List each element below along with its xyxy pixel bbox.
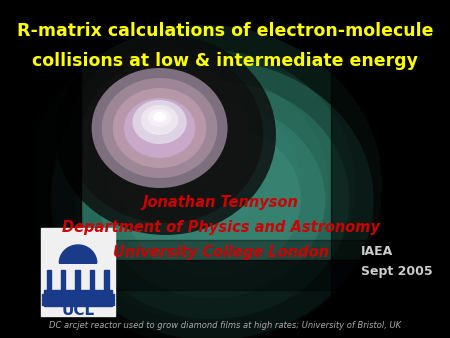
Text: DC arcjet reactor used to grow diamond films at high rates; University of Bristo: DC arcjet reactor used to grow diamond f… [49, 321, 401, 330]
Ellipse shape [124, 98, 195, 158]
Ellipse shape [92, 68, 228, 188]
Ellipse shape [75, 81, 350, 319]
Bar [61, 270, 65, 292]
Text: Sept 2005: Sept 2005 [361, 265, 432, 278]
Bar [44, 290, 112, 295]
Ellipse shape [25, 25, 382, 338]
Ellipse shape [148, 109, 171, 127]
Text: R-matrix calculations of electron-molecule: R-matrix calculations of electron-molecu… [17, 22, 433, 40]
Bar [42, 302, 114, 305]
Text: IAEA: IAEA [361, 245, 393, 258]
Text: UCL: UCL [62, 303, 94, 318]
Bar [34, 240, 416, 290]
Ellipse shape [156, 113, 163, 119]
Ellipse shape [132, 100, 187, 144]
Bar [44, 298, 112, 300]
Ellipse shape [141, 105, 178, 135]
Bar [42, 294, 114, 297]
Ellipse shape [129, 118, 279, 252]
Ellipse shape [0, 0, 102, 80]
Ellipse shape [52, 49, 356, 321]
Text: University College London: University College London [113, 245, 329, 260]
Bar [42, 298, 114, 301]
Ellipse shape [123, 123, 301, 277]
Bar [76, 270, 80, 292]
Bar [34, 260, 416, 338]
Polygon shape [59, 245, 97, 263]
Bar [47, 270, 51, 292]
Ellipse shape [106, 97, 302, 273]
Bar [104, 270, 108, 292]
Ellipse shape [0, 0, 76, 50]
Text: Jonathan Tennyson: Jonathan Tennyson [143, 195, 299, 210]
Text: Department of Physics and Astronomy: Department of Physics and Astronomy [62, 220, 380, 235]
Ellipse shape [150, 137, 257, 233]
Ellipse shape [153, 112, 166, 122]
Ellipse shape [99, 102, 325, 298]
Bar [331, 0, 416, 338]
Ellipse shape [51, 60, 374, 338]
Bar [34, 0, 81, 338]
Ellipse shape [113, 88, 206, 168]
Ellipse shape [55, 35, 276, 235]
Ellipse shape [68, 47, 263, 223]
Bar [40, 228, 115, 316]
Ellipse shape [79, 73, 328, 297]
Bar [90, 270, 94, 292]
Text: collisions at low & intermediate energy: collisions at low & intermediate energy [32, 52, 418, 70]
Ellipse shape [102, 78, 217, 178]
Bar [44, 301, 112, 303]
Bar [44, 304, 112, 306]
Ellipse shape [82, 60, 249, 210]
